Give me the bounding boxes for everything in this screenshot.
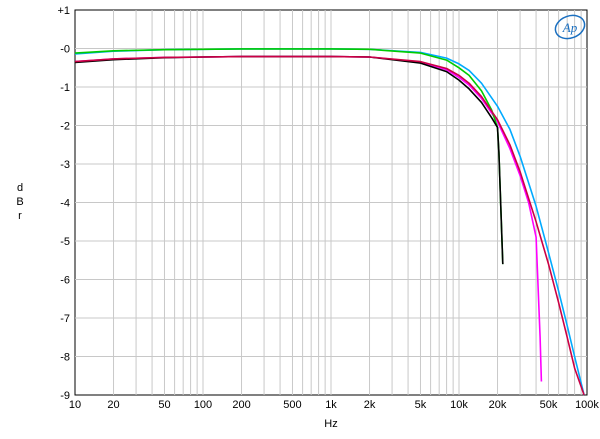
y-axis-label-char-3: r <box>18 210 22 222</box>
y-tick-label: -8 <box>60 352 70 364</box>
y-tick-label: -5 <box>60 236 70 248</box>
ap-logo-text: Ap <box>562 20 578 35</box>
y-tick-label: -9 <box>60 390 70 402</box>
grid <box>75 10 587 395</box>
y-axis-label-char-2: B <box>16 196 23 208</box>
x-tick-labels: 10 20 50 100 200 500 1k 2k 5k 10k 20k 50k 100k <box>69 399 600 411</box>
x-tick-label: 50k <box>540 399 558 411</box>
x-tick-label: 100 <box>194 399 212 411</box>
y-tick-label: -4 <box>60 198 70 210</box>
x-axis-label: Hz <box>324 418 337 430</box>
x-tick-label: 2k <box>364 399 376 411</box>
x-tick-label: 1k <box>325 399 337 411</box>
y-tick-labels: +1 -0 -1 -2 -3 -4 -5 -6 -7 -8 -9 <box>57 5 70 402</box>
y-tick-label: -3 <box>60 159 70 171</box>
y-tick-label: -0 <box>60 44 70 56</box>
x-tick-label: 200 <box>232 399 250 411</box>
y-tick-label: -7 <box>60 313 70 325</box>
series-group <box>74 48 585 396</box>
y-axis-label: d B r <box>16 182 23 222</box>
x-tick-label: 20k <box>489 399 507 411</box>
y-axis-label-char-1: d <box>17 182 23 194</box>
series-line-3 <box>74 48 504 265</box>
x-tick-label: 10k <box>450 399 468 411</box>
y-tick-label: +1 <box>57 5 70 17</box>
x-tick-label: 20 <box>107 399 119 411</box>
x-tick-label: 500 <box>283 399 301 411</box>
series-line-5 <box>74 55 585 396</box>
x-tick-label: 5k <box>415 399 427 411</box>
x-tick-label: 10 <box>69 399 81 411</box>
x-tick-label: 100k <box>575 399 599 411</box>
x-tick-label: 50 <box>158 399 170 411</box>
ap-logo: Ap <box>554 14 586 40</box>
y-tick-label: -1 <box>60 82 70 94</box>
y-tick-label: -2 <box>60 121 70 133</box>
y-tick-label: -6 <box>60 275 70 287</box>
